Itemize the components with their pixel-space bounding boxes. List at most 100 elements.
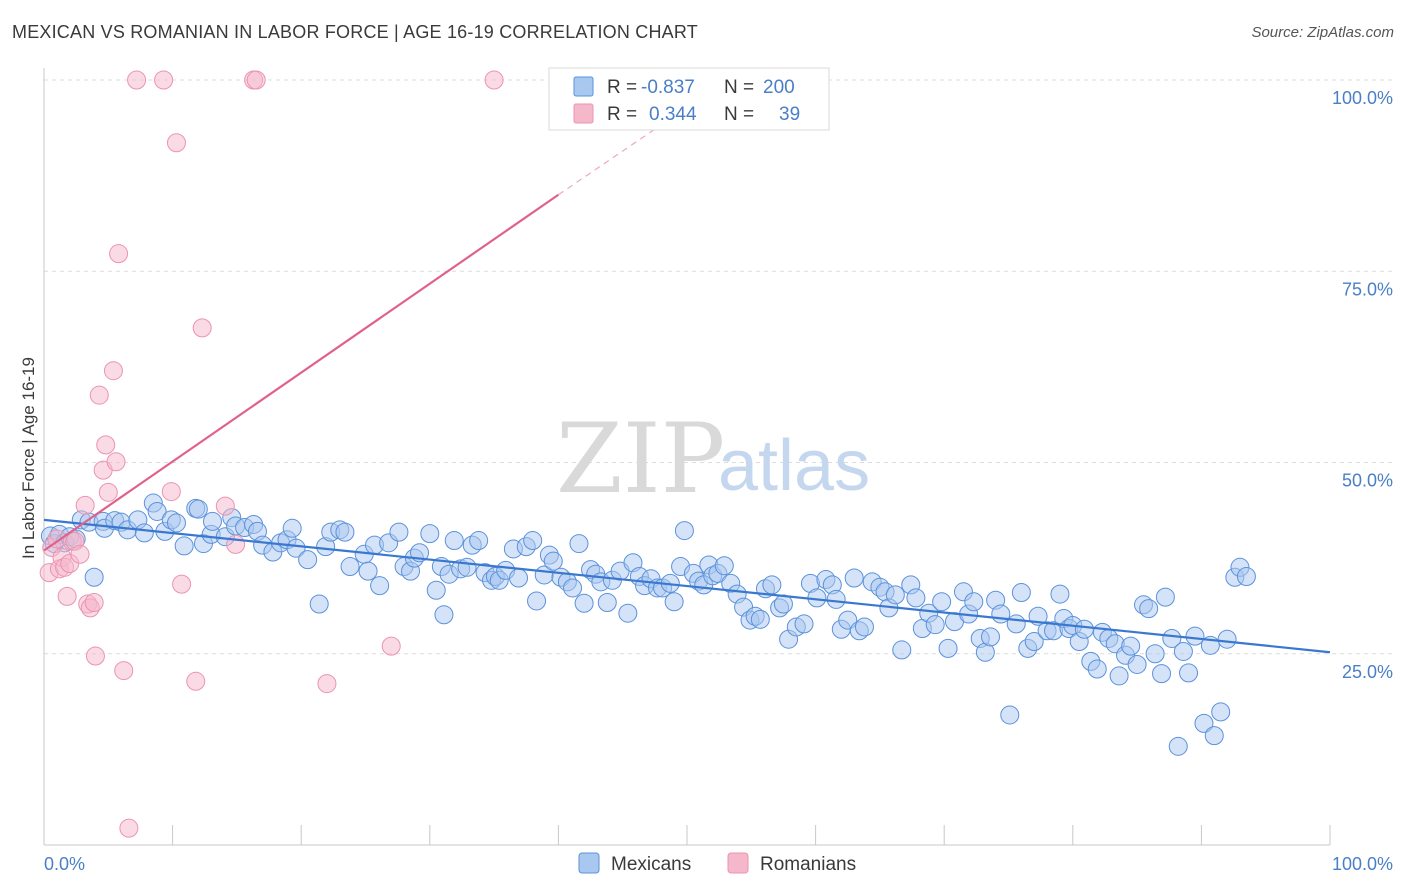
mexicans-point xyxy=(1000,705,1020,725)
mexicans-point xyxy=(1127,654,1147,674)
mexicans-point xyxy=(523,531,543,551)
mexicans-point xyxy=(358,561,378,581)
mexicans-point xyxy=(166,513,186,533)
mexicans-point xyxy=(202,511,222,531)
mexicans-point xyxy=(714,556,734,576)
mexicans-points xyxy=(40,493,1256,756)
mexicans-point xyxy=(1185,626,1205,646)
romanians-point xyxy=(85,646,105,666)
mexicans-point xyxy=(563,578,583,598)
bottom-legend-label-romanians: Romanians xyxy=(760,854,856,875)
romanians-point xyxy=(192,318,212,338)
watermark: ZIP atlas xyxy=(556,403,870,515)
mexicans-point xyxy=(938,638,958,658)
romanians-point xyxy=(166,133,186,153)
mexicans-point xyxy=(298,550,318,570)
watermark-atlas: atlas xyxy=(718,426,870,506)
mexicans-point xyxy=(420,524,440,544)
mexicans-point xyxy=(426,580,446,600)
mexicans-point xyxy=(434,605,454,625)
mexicans-point xyxy=(1179,663,1199,683)
mexicans-point xyxy=(1006,614,1026,634)
mexicans-point xyxy=(569,534,589,554)
mexicans-point xyxy=(762,575,782,595)
mexicans-point xyxy=(794,614,814,634)
mexicans-point xyxy=(543,551,563,571)
mexicans-point xyxy=(1024,632,1044,652)
romanians-point xyxy=(317,674,337,694)
mexicans-point xyxy=(370,576,390,596)
mexicans-point xyxy=(574,593,594,613)
legend-r-value-romanians: 0.344 xyxy=(649,104,697,125)
y-tick-labels: 25.0% 50.0% 75.0% 100.0% xyxy=(1332,88,1393,682)
watermark-zip: ZIP xyxy=(556,403,725,515)
mexicans-point xyxy=(1087,659,1107,679)
mexicans-point xyxy=(1173,641,1193,661)
romanians-point xyxy=(96,435,116,455)
legend-n-label-romanians: N = xyxy=(724,104,754,125)
mexicans-point xyxy=(469,531,489,551)
mexicans-point xyxy=(1145,644,1165,664)
mexicans-point xyxy=(389,522,409,542)
chart-source: Source: ZipAtlas.com xyxy=(1251,24,1394,41)
y-tick-label: 25.0% xyxy=(1342,662,1393,682)
mexicans-point xyxy=(674,521,694,541)
legend-box: R = -0.837 N = 200 R = 0.344 N = 39 xyxy=(548,67,830,131)
legend-r-label-mexicans: R = xyxy=(607,77,637,98)
romanians-point xyxy=(154,70,174,90)
legend-r-value-mexicans: -0.837 xyxy=(641,77,695,98)
bottom-legend-swatch-mexicans xyxy=(578,852,600,874)
romanians-point xyxy=(89,385,109,405)
mexicans-point xyxy=(964,592,984,612)
mexicans-point xyxy=(1155,587,1175,607)
mexicans-point xyxy=(527,591,547,611)
x-tick-labels: 0.0% 100.0% xyxy=(44,854,1393,874)
mexicans-point xyxy=(335,522,355,542)
axes xyxy=(43,68,1331,846)
mexicans-point xyxy=(1050,584,1070,604)
legend-n-value-romanians: 39 xyxy=(779,104,800,125)
mexicans-point xyxy=(991,604,1011,624)
romanians-point xyxy=(119,818,139,838)
mexicans-point xyxy=(444,531,464,551)
romanians-point xyxy=(484,70,504,90)
bottom-legend-label-mexicans: Mexicans xyxy=(611,854,691,875)
mexicans-point xyxy=(309,594,329,614)
legend-box-frame xyxy=(548,67,830,131)
mexicans-point xyxy=(457,557,477,577)
mexicans-point xyxy=(147,501,167,521)
romanians-points xyxy=(39,70,504,838)
romanians-point xyxy=(70,544,90,564)
mexicans-point xyxy=(1121,636,1141,656)
mexicans-point xyxy=(980,627,1000,647)
romanians-point xyxy=(114,661,134,681)
romanians-point xyxy=(381,636,401,656)
mexicans-point xyxy=(188,499,208,519)
x-tick-label: 0.0% xyxy=(44,854,85,874)
legend-n-label-mexicans: N = xyxy=(724,77,754,98)
romanians-point xyxy=(161,482,181,502)
mexicans-point xyxy=(1236,566,1256,586)
mexicans-point xyxy=(1168,736,1188,756)
mexicans-point xyxy=(925,615,945,635)
mexicans-point xyxy=(1204,726,1224,746)
mexicans-point xyxy=(597,592,617,612)
mexicans-point xyxy=(1011,583,1031,603)
mexicans-point xyxy=(134,523,154,543)
romanians-point xyxy=(172,574,192,594)
y-tick-label: 100.0% xyxy=(1332,88,1393,108)
x-tick-label: 100.0% xyxy=(1332,854,1393,874)
romanians-point xyxy=(98,482,118,502)
romanians-point xyxy=(84,592,104,612)
mexicans-point xyxy=(885,585,905,605)
mexicans-point xyxy=(664,592,684,612)
legend-n-value-mexicans: 200 xyxy=(763,77,795,98)
mexicans-point xyxy=(1194,713,1214,733)
mexicans-point xyxy=(892,640,912,660)
romanians-point xyxy=(75,495,95,515)
mexicans-point xyxy=(1152,664,1172,684)
y-tick-label: 75.0% xyxy=(1342,279,1393,299)
mexicans-point xyxy=(340,557,360,577)
bottom-legend-swatch-romanians xyxy=(727,852,749,874)
mexicans-point xyxy=(932,592,952,612)
